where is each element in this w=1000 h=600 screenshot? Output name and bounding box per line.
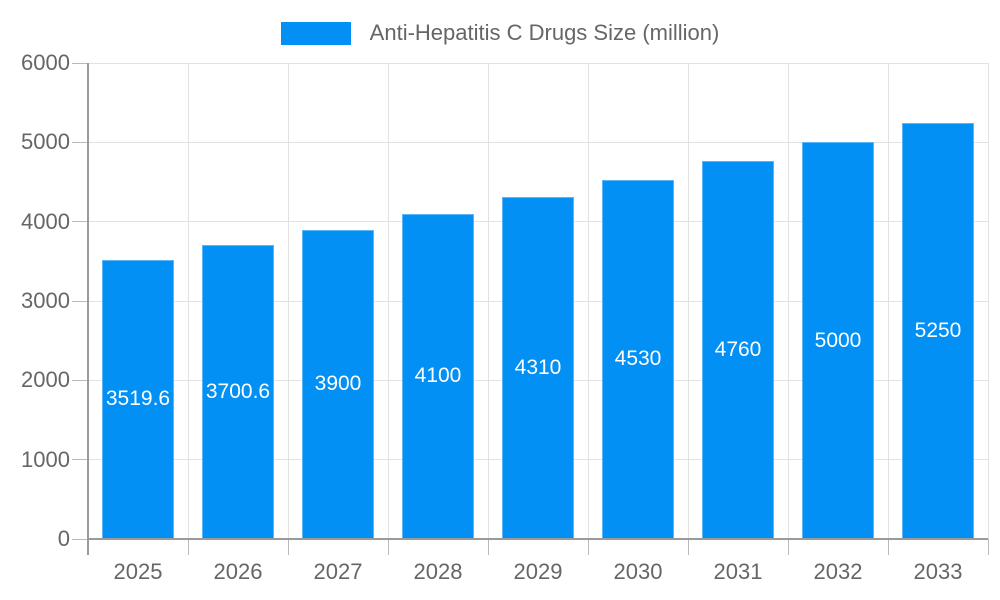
x-axis-tick — [387, 539, 389, 555]
x-gridline — [887, 63, 889, 539]
x-gridline — [287, 63, 289, 539]
bar-2033[interactable]: 5250 — [902, 122, 974, 539]
x-axis-tick — [887, 539, 889, 555]
x-tick-label: 2026 — [213, 559, 263, 584]
y-tick-label: 0 — [57, 526, 70, 551]
x-gridline — [487, 63, 489, 539]
y-tick-label: 4000 — [21, 208, 70, 234]
x-gridline — [587, 63, 589, 539]
x-axis-tick — [287, 539, 289, 555]
y-tick-label: 2000 — [21, 367, 70, 393]
y-axis-tick — [72, 62, 88, 64]
y-axis-tick — [72, 141, 88, 143]
x-gridline — [387, 63, 389, 539]
legend-swatch-icon — [280, 21, 351, 45]
bar-value-label: 3700.6 — [205, 380, 271, 404]
y-axis-line — [87, 63, 89, 555]
bar-value-label: 3900 — [314, 372, 362, 396]
x-tick-label: 2031 — [713, 559, 763, 584]
y-axis-tick — [72, 300, 88, 302]
bar-2031[interactable]: 4760 — [702, 161, 774, 539]
bar-2027[interactable]: 3900 — [302, 229, 374, 539]
bar-value-label: 3519.6 — [105, 387, 171, 411]
x-axis-tick — [687, 539, 689, 555]
x-tick-label: 2025 — [113, 559, 163, 584]
x-axis-tick — [987, 539, 989, 555]
y-axis-tick — [72, 459, 88, 461]
y-axis-tick — [72, 221, 88, 223]
bar-2025[interactable]: 3519.6 — [102, 259, 174, 539]
x-axis-tick — [787, 539, 789, 555]
x-gridline — [987, 63, 989, 539]
x-axis-line — [87, 538, 988, 540]
y-tick-label: 6000 — [21, 50, 70, 75]
bar-value-label: 4100 — [414, 364, 462, 388]
x-tick-label: 2027 — [313, 559, 363, 584]
legend-label: Anti-Hepatitis C Drugs Size (million) — [369, 20, 720, 45]
x-tick-label: 2028 — [413, 559, 463, 584]
x-tick-label: 2029 — [513, 559, 563, 584]
y-tick-label: 3000 — [21, 288, 70, 313]
bar-value-label: 4530 — [614, 347, 662, 371]
bar-2028[interactable]: 4100 — [402, 213, 474, 539]
bar-value-label: 4310 — [514, 356, 562, 380]
x-gridline — [687, 63, 689, 539]
legend[interactable]: Anti-Hepatitis C Drugs Size (million) — [0, 16, 1000, 50]
y-tick-label: 1000 — [21, 446, 70, 472]
x-tick-label: 2030 — [613, 559, 663, 584]
x-gridline — [787, 63, 789, 539]
x-axis-tick — [587, 539, 589, 555]
x-tick-label: 2032 — [813, 559, 863, 584]
bar-2030[interactable]: 4530 — [602, 179, 674, 539]
y-axis-tick — [72, 538, 88, 540]
y-tick-label: 5000 — [21, 129, 70, 155]
bar-2026[interactable]: 3700.6 — [202, 245, 274, 539]
x-axis-tick — [187, 539, 189, 555]
bar-value-label: 4760 — [714, 338, 762, 362]
x-tick-label: 2033 — [913, 559, 963, 584]
y-axis-tick — [72, 379, 88, 381]
y-gridline — [88, 141, 988, 143]
bar-2029[interactable]: 4310 — [502, 197, 574, 539]
bar-value-label: 5250 — [914, 318, 962, 342]
bar-value-label: 5000 — [814, 328, 862, 352]
x-gridline — [187, 63, 189, 539]
bar-2032[interactable]: 5000 — [802, 142, 874, 539]
x-axis-tick — [487, 539, 489, 555]
y-gridline — [88, 62, 988, 64]
